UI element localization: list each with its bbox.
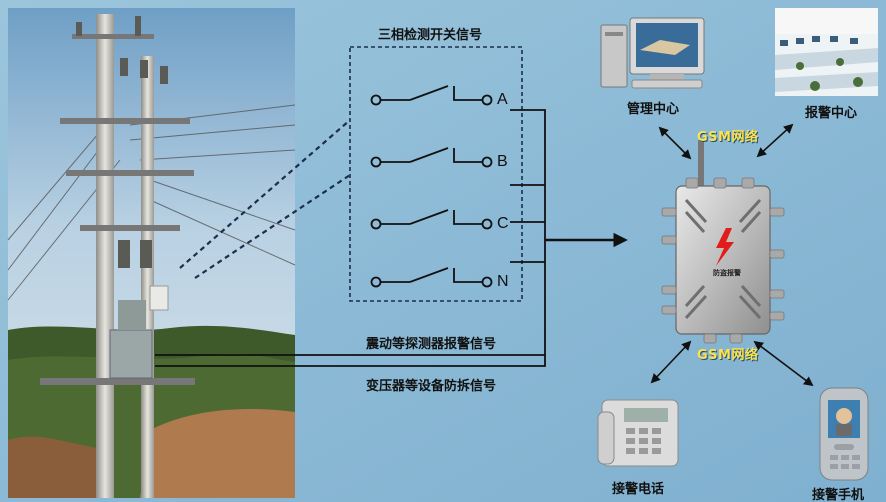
utility-pole-photo [7,8,296,498]
phase-label-b: B [497,153,508,170]
gsm-network-label-top: GSM网络 [697,130,759,145]
mobile-phone-icon [819,387,869,481]
device-label: 防盗报警 [713,269,741,277]
vibration-signal-label: 震动等探测器报警信号 [366,337,497,352]
computer-icon [600,17,705,89]
switch-group-title: 三相检测开关信号 [378,28,483,43]
control-room-photo [775,8,878,96]
switch-c [370,209,493,230]
switch-b [370,147,493,168]
dashed-connector-lower [194,174,351,279]
tamper-signal-label: 变压器等设备防拆信号 [366,379,497,394]
switch-a [370,85,493,106]
alarm-center-label: 报警中心 [805,106,858,121]
phase-label-n: N [497,273,509,290]
dashed-connector-upper [179,119,351,269]
gsm-network-label-bottom: GSM网络 [697,348,759,363]
alarm-telephone-label: 接警电话 [612,482,665,497]
phase-label-c: C [497,215,509,232]
switch-n [370,267,493,288]
gsm-arrows [650,123,814,387]
management-center-label: 管理中心 [627,102,680,117]
switch-symbols [370,85,493,288]
switch-group-box [349,46,523,302]
alarm-mobile-label: 接警手机 [812,488,865,502]
lightning-icon [716,228,734,266]
telephone-icon [597,399,679,467]
phase-label-a: A [497,91,508,108]
alarm-device [661,140,785,344]
signal-bus [155,109,628,367]
